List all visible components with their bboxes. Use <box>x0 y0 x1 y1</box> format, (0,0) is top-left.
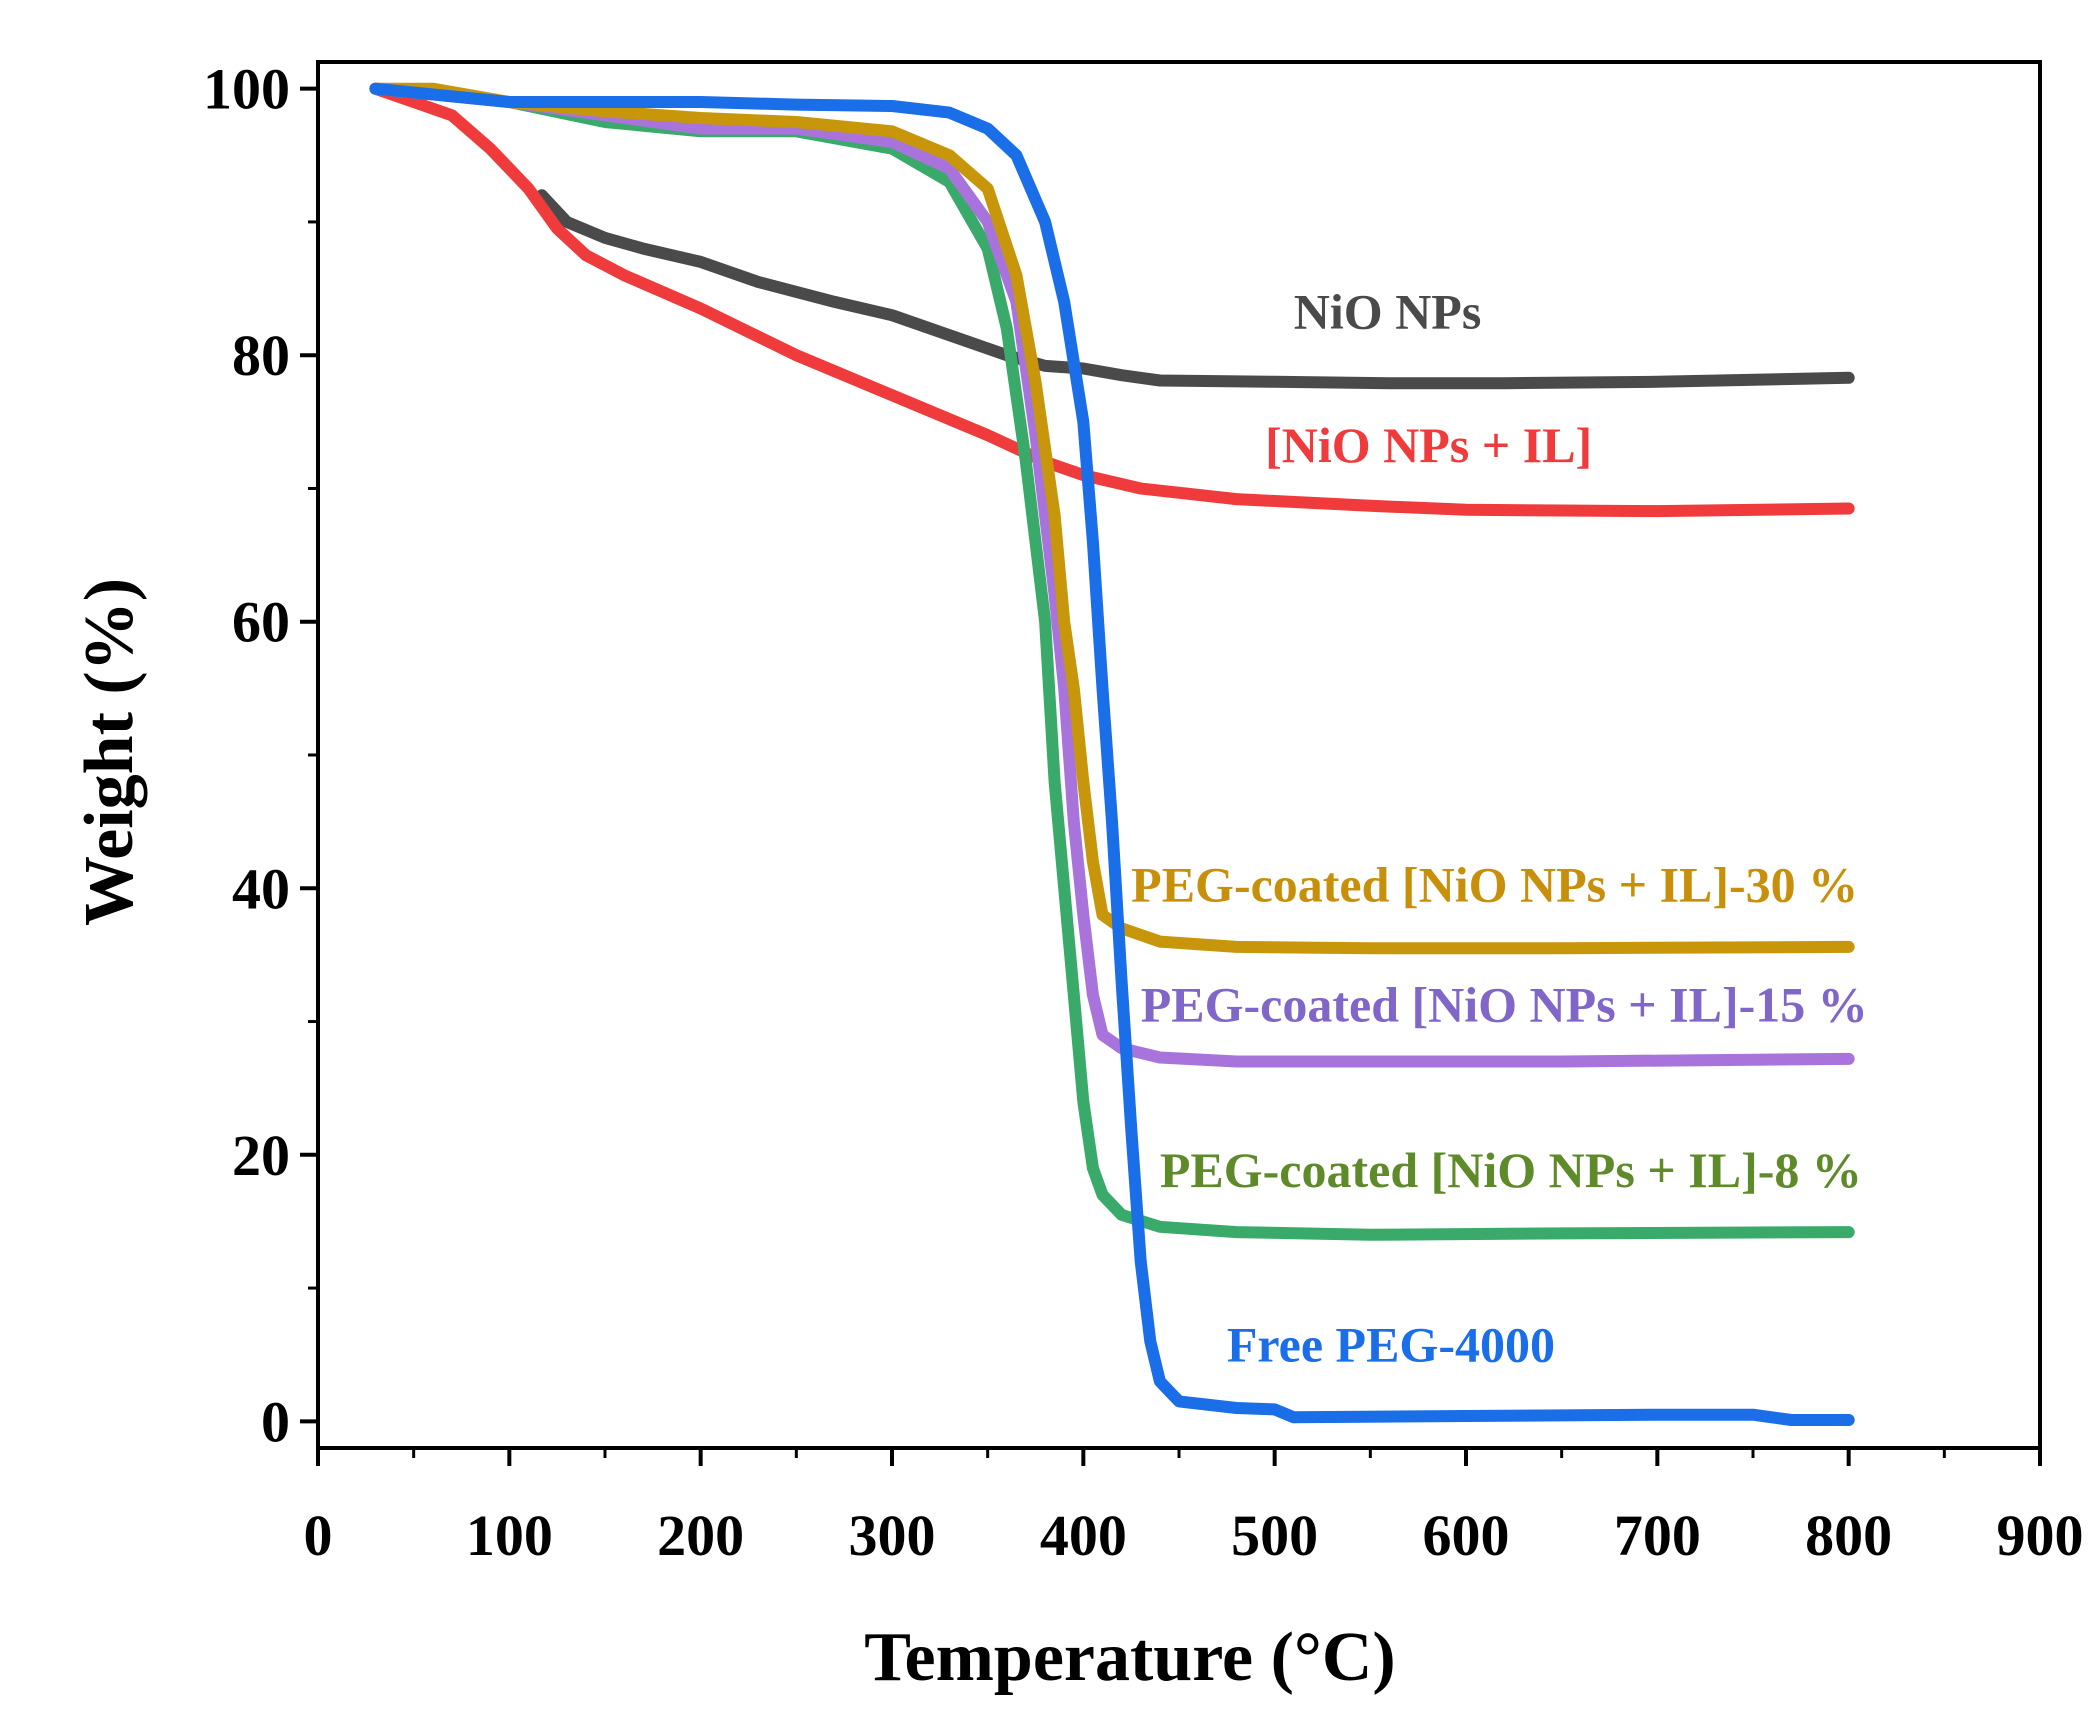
x-tick-label: 300 <box>849 1503 936 1568</box>
y-tick-label: 60 <box>232 590 290 655</box>
series-label-1: NiO NPs <box>1294 284 1482 340</box>
x-tick-label: 200 <box>657 1503 744 1568</box>
series-line-5 <box>369 82 1855 955</box>
x-tick-label: 400 <box>1040 1503 1127 1568</box>
y-tick-label: 80 <box>232 323 290 388</box>
y-tick-label: 20 <box>232 1123 290 1188</box>
series-line-2 <box>369 82 1855 518</box>
series-line-6 <box>369 82 1855 1426</box>
x-tick-label: 900 <box>1997 1503 2084 1568</box>
x-tick-label: 500 <box>1231 1503 1318 1568</box>
x-tick-label: 0 <box>304 1503 333 1568</box>
x-tick-label: 800 <box>1805 1503 1892 1568</box>
series-line-1 <box>535 189 1855 390</box>
series-label-6: Free PEG-4000 <box>1227 1316 1555 1372</box>
x-tick-label: 100 <box>466 1503 553 1568</box>
series-line-4 <box>369 82 1855 1068</box>
axes-layer: 0 100 200 300 400 500 600 700 800 900 0 20 40 60 80 100 <box>203 57 2084 1568</box>
labels-layer: NiO NPs [NiO NPs + IL] PEG-coated [NiO NPs… <box>1131 284 1868 1373</box>
y-tick-label: 40 <box>232 856 290 921</box>
series-label-2: [NiO NPs + IL] <box>1265 417 1592 473</box>
y-axis-title: Weight (%) <box>71 578 148 926</box>
curves-layer <box>369 82 1855 1426</box>
x-tick-label: 600 <box>1423 1503 1510 1568</box>
x-axis-title: Temperature (°C) <box>864 1619 1396 1696</box>
y-tick-label: 100 <box>203 57 290 122</box>
series-label-5: PEG-coated [NiO NPs + IL]-30 % <box>1131 857 1858 913</box>
x-tick-label: 700 <box>1614 1503 1701 1568</box>
series-label-3: PEG-coated [NiO NPs + IL]-8 % <box>1160 1142 1862 1198</box>
y-tick-label: 0 <box>261 1389 290 1454</box>
series-label-4: PEG-coated [NiO NPs + IL]-15 % <box>1141 977 1868 1033</box>
plot-frame <box>316 60 2042 1450</box>
